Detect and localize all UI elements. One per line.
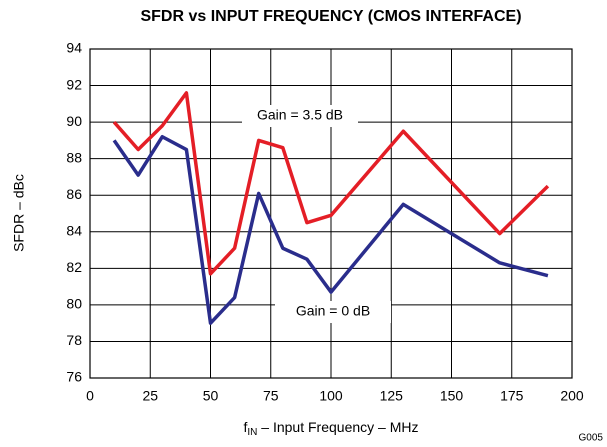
y-tick-label: 92	[66, 76, 82, 92]
y-tick-label: 78	[66, 332, 82, 348]
x-label-sub: IN	[247, 427, 257, 438]
y-tick-label: 80	[66, 296, 82, 312]
x-tick-label: 75	[263, 388, 279, 404]
x-tick-label: 25	[142, 388, 158, 404]
y-tick-label: 86	[66, 186, 82, 202]
y-tick-label: 82	[66, 259, 82, 275]
y-tick-label: 84	[66, 222, 82, 238]
y-tick-label: 90	[66, 113, 82, 129]
y-tick-label: 88	[66, 149, 82, 165]
x-tick-label: 0	[86, 388, 94, 404]
chart-title: SFDR vs INPUT FREQUENCY (CMOS INTERFACE)	[140, 8, 521, 25]
x-axis-label: fIN – Input Frequency – MHz	[244, 419, 419, 438]
x-tick-label: 100	[319, 388, 343, 404]
series-line	[112, 134, 549, 325]
x-tick-label: 175	[500, 388, 524, 404]
series-annotation: Gain = 3.5 dB	[257, 107, 343, 123]
annotation-bg	[275, 301, 391, 323]
y-axis-label: SFDR – dBc	[11, 174, 27, 252]
x-tick-label: 150	[440, 388, 464, 404]
x-label-rest: – Input Frequency – MHz	[257, 419, 418, 435]
plot-frame	[89, 48, 573, 379]
figure-id: G005	[579, 433, 604, 444]
x-tick-label: 125	[380, 388, 404, 404]
x-label-main: f	[244, 419, 248, 435]
x-tick-label: 50	[203, 388, 219, 404]
series-line	[112, 91, 550, 276]
annotation-bg	[242, 105, 358, 127]
y-tick-label: 94	[66, 40, 82, 56]
series-annotation: Gain = 0 dB	[296, 303, 370, 319]
x-tick-label: 200	[560, 388, 584, 404]
y-tick-label: 76	[66, 369, 82, 385]
